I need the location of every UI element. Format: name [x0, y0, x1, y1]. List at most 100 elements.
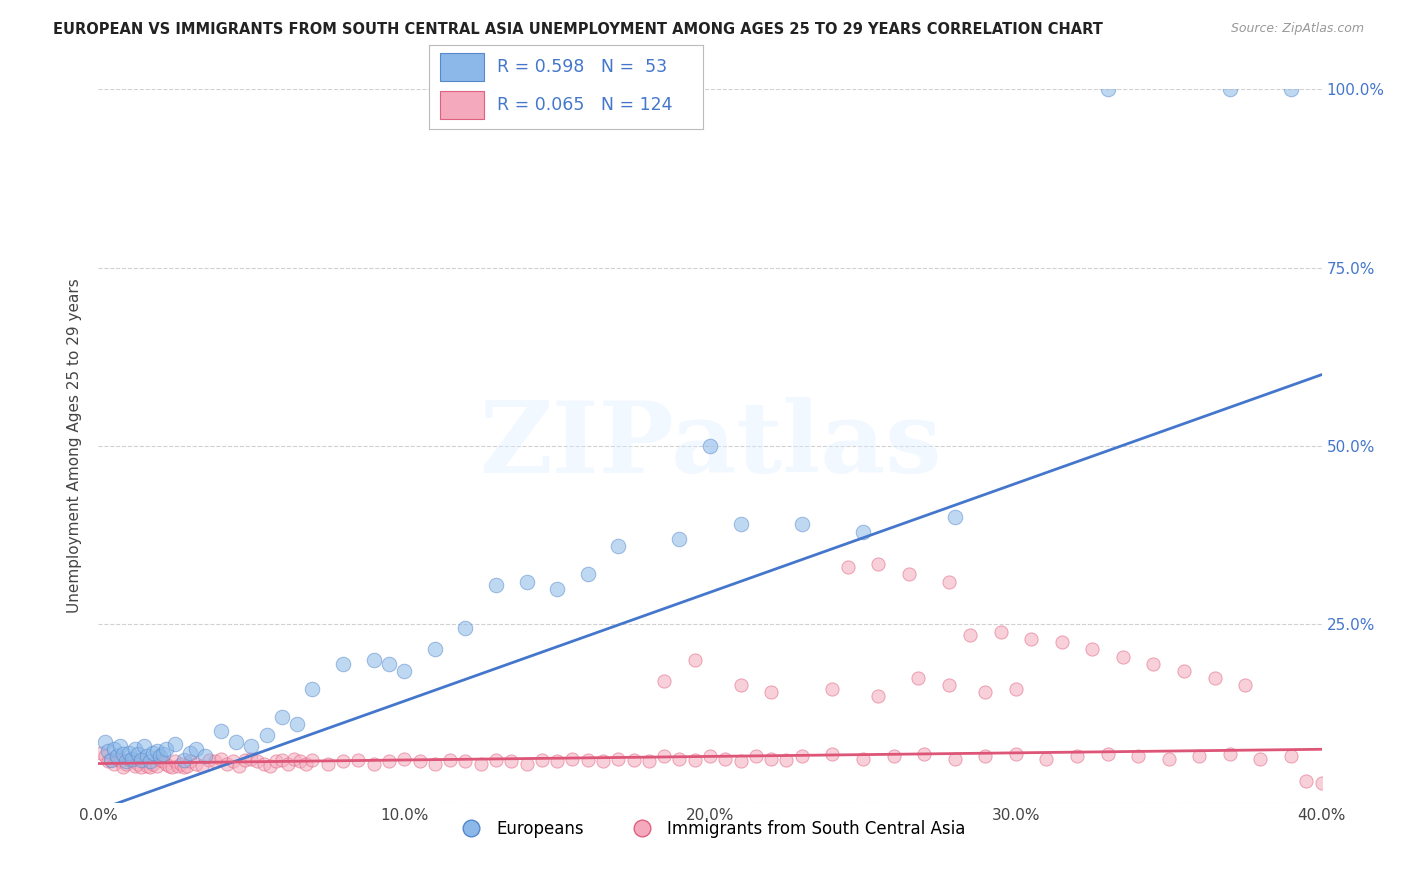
Point [277, 756, 299, 771]
Point [668, 751, 690, 765]
Point [745, 749, 768, 764]
Point [155, 742, 177, 756]
Point [124, 758, 146, 772]
Point [228, 758, 250, 772]
Point [246, 755, 269, 769]
Point [124, 742, 146, 756]
Point [127, 756, 149, 771]
Point [652, 674, 675, 689]
Point [283, 751, 305, 765]
Point [943, 510, 966, 524]
Point [974, 685, 997, 699]
Point [959, 628, 981, 642]
Point [332, 755, 354, 769]
Point [1112, 649, 1135, 664]
Point [652, 749, 675, 764]
Point [209, 751, 232, 765]
Point [378, 755, 401, 769]
Point [470, 756, 492, 771]
Point [173, 753, 195, 767]
Point [176, 758, 198, 772]
Point [129, 753, 152, 767]
Point [1310, 776, 1333, 790]
Point [121, 755, 143, 769]
Point [790, 749, 813, 764]
Point [363, 756, 385, 771]
FancyBboxPatch shape [440, 91, 484, 120]
Point [1219, 82, 1241, 96]
Point [111, 760, 134, 774]
Point [775, 753, 797, 767]
Text: ZIPatlas: ZIPatlas [479, 398, 941, 494]
Point [145, 758, 167, 772]
Point [103, 742, 125, 756]
Point [115, 756, 138, 771]
Point [759, 685, 782, 699]
Point [607, 539, 630, 553]
Point [730, 678, 752, 692]
Point [1204, 671, 1226, 685]
Point [179, 755, 201, 769]
Point [530, 753, 553, 767]
Point [264, 755, 287, 769]
Point [100, 753, 122, 767]
Point [295, 756, 318, 771]
Point [97, 755, 120, 769]
Point [1128, 749, 1150, 764]
Point [347, 753, 370, 767]
Point [111, 747, 134, 762]
Point [163, 755, 186, 769]
Point [93, 735, 115, 749]
Point [134, 739, 156, 753]
Point [938, 678, 960, 692]
Point [1004, 681, 1026, 696]
Point [759, 751, 782, 765]
Point [108, 755, 131, 769]
Point [423, 642, 446, 657]
Point [821, 681, 844, 696]
Point [167, 758, 190, 772]
Point [233, 753, 256, 767]
Point [215, 756, 238, 771]
Text: Source: ZipAtlas.com: Source: ZipAtlas.com [1230, 22, 1364, 36]
Point [1188, 749, 1211, 764]
Point [256, 728, 278, 742]
Point [1019, 632, 1042, 646]
Point [332, 657, 354, 671]
Point [607, 751, 630, 765]
Point [1050, 635, 1073, 649]
Point [160, 760, 183, 774]
Point [152, 755, 174, 769]
Point [392, 751, 416, 765]
Point [439, 753, 461, 767]
Text: R = 0.598   N =  53: R = 0.598 N = 53 [498, 58, 668, 76]
Point [990, 624, 1012, 639]
Point [378, 657, 401, 671]
Point [516, 574, 538, 589]
Point [1142, 657, 1164, 671]
Legend: Europeans, Immigrants from South Central Asia: Europeans, Immigrants from South Central… [449, 814, 972, 845]
Point [290, 755, 312, 769]
Point [730, 517, 752, 532]
Point [699, 439, 721, 453]
Point [240, 739, 263, 753]
Point [1081, 642, 1104, 657]
Point [142, 746, 165, 760]
Point [209, 724, 232, 739]
Point [790, 517, 813, 532]
Point [259, 758, 281, 772]
Point [576, 567, 599, 582]
Point [129, 760, 152, 774]
FancyBboxPatch shape [440, 54, 484, 81]
Point [93, 749, 115, 764]
Point [105, 749, 128, 764]
Point [163, 737, 186, 751]
Point [561, 751, 583, 765]
Point [194, 749, 217, 764]
Point [155, 756, 177, 771]
Point [105, 751, 128, 765]
Point [423, 756, 446, 771]
Point [454, 621, 477, 635]
Point [121, 751, 143, 765]
Point [127, 747, 149, 762]
